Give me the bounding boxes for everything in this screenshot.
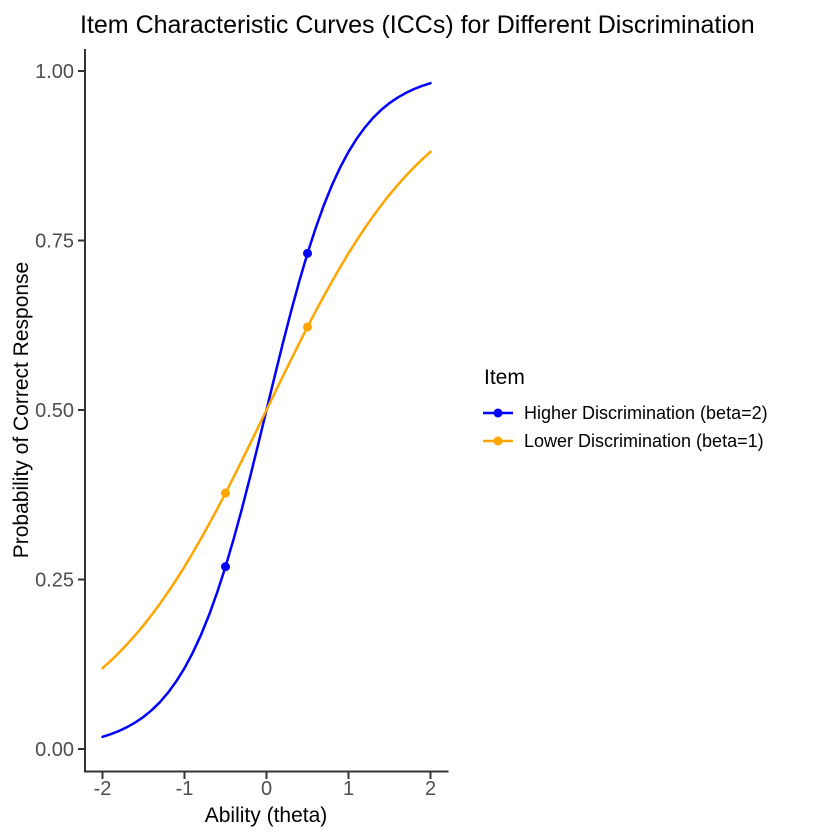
y-axis-title: Probability of Correct Response <box>10 261 33 559</box>
y-tick-label: 0.50 <box>35 400 74 422</box>
x-tick-label: 1 <box>343 778 354 800</box>
data-point-series-1-0 <box>221 488 230 498</box>
data-point-series-0-1 <box>303 248 312 258</box>
y-tick-label: 0.25 <box>35 570 74 592</box>
y-tick-label: 0.00 <box>35 739 74 761</box>
y-tick-label: 0.75 <box>35 231 74 253</box>
legend-title: Item <box>484 366 525 389</box>
x-tick-label: -2 <box>94 778 112 800</box>
x-tick-label: 2 <box>425 778 436 800</box>
legend-item-0: Higher Discrimination (beta=2) <box>482 399 768 427</box>
x-tick-label: -1 <box>176 778 194 800</box>
curve-series-1 <box>101 150 432 670</box>
legend-item-1: Lower Discrimination (beta=1) <box>482 427 768 455</box>
legend-item-label: Lower Discrimination (beta=1) <box>524 430 764 451</box>
legend: Item Higher Discrimination (beta=2) Lower… <box>482 366 768 455</box>
plot-title: Item Characteristic Curves (ICCs) for Di… <box>80 11 755 39</box>
legend-item-label: Higher Discrimination (beta=2) <box>524 402 768 423</box>
legend-key-line-point-icon <box>483 408 513 418</box>
legend-key-line-point-icon <box>483 436 513 446</box>
data-point-series-0-0 <box>221 562 230 572</box>
x-tick-label: 0 <box>261 778 272 800</box>
x-axis-title: Ability (theta) <box>204 804 328 827</box>
legend-items: Higher Discrimination (beta=2) Lower Disc… <box>482 399 768 455</box>
y-tick-label: 1.00 <box>35 61 74 83</box>
data-point-series-1-1 <box>303 322 312 332</box>
